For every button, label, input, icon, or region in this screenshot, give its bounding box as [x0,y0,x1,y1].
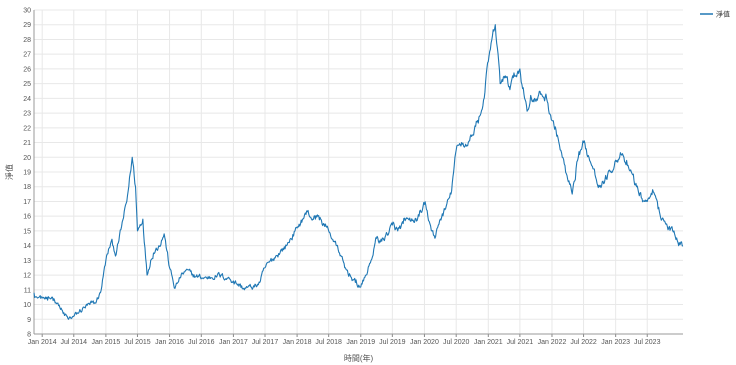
y-tick-label: 23 [23,111,31,118]
y-tick-label: 22 [23,125,31,132]
y-tick-label: 18 [23,184,31,191]
x-tick-label: Jan 2017 [219,339,248,346]
y-tick-label: 8 [27,332,31,339]
x-tick-label: Jan 2014 [28,339,57,346]
x-tick-label: Jul 2019 [379,339,406,346]
y-tick-label: 25 [23,81,31,88]
x-tick-label: Jan 2019 [346,339,375,346]
y-tick-label: 27 [23,52,31,59]
grid [34,9,683,335]
x-tick-label: Jul 2016 [188,339,215,346]
y-tick-label: 28 [23,37,31,44]
y-tick-label: 10 [23,302,31,309]
series-line [33,24,684,320]
y-tick-label: 19 [23,170,31,177]
legend-label: 淨值 [716,10,730,19]
x-tick-label: Jan 2016 [155,339,184,346]
y-axis: 8 9 10 11 12 13 14 15 16 17 18 19 20 21 22 23 24 25 26 27 28… [23,8,35,339]
x-tick-label: Jan 2022 [538,339,567,346]
x-tick-label: Jul 2022 [570,339,597,346]
y-tick-label: 13 [23,258,31,265]
plot-area [33,24,684,320]
x-tick-label: Jul 2020 [443,339,470,346]
y-tick-label: 20 [23,155,31,162]
x-axis: Jan 2014 Jul 2014 Jan 2015 Jul 2015 Jan 2016… [28,333,683,346]
legend: 淨值 [700,10,730,19]
y-tick-label: 11 [24,287,31,294]
x-tick-label: Jan 2020 [410,339,439,346]
x-tick-label: Jul 2014 [61,339,88,346]
x-tick-label: Jul 2015 [124,339,151,346]
x-axis-title: 時間(年) [344,353,374,363]
y-tick-label: 21 [23,140,31,147]
x-tick-label: Jul 2017 [252,339,279,346]
x-tick-label: Jul 2023 [634,339,661,346]
x-tick-label: Jan 2015 [91,339,120,346]
y-tick-label: 12 [23,273,31,280]
y-tick-label: 15 [23,228,31,235]
x-tick-label: Jul 2021 [507,339,534,346]
y-tick-label: 26 [23,66,31,73]
y-tick-label: 14 [23,243,31,250]
y-tick-label: 16 [23,214,31,221]
y-tick-label: 30 [23,8,31,15]
x-tick-label: Jul 2018 [315,339,342,346]
y-tick-label: 29 [23,22,31,29]
y-tick-label: 9 [27,317,31,324]
x-tick-label: Jan 2021 [474,339,503,346]
y-tick-label: 24 [23,96,31,103]
x-tick-label: Jan 2023 [601,339,630,346]
y-axis-title: 淨值 [4,164,14,180]
x-tick-label: Jan 2018 [283,339,312,346]
y-tick-label: 17 [23,199,31,206]
